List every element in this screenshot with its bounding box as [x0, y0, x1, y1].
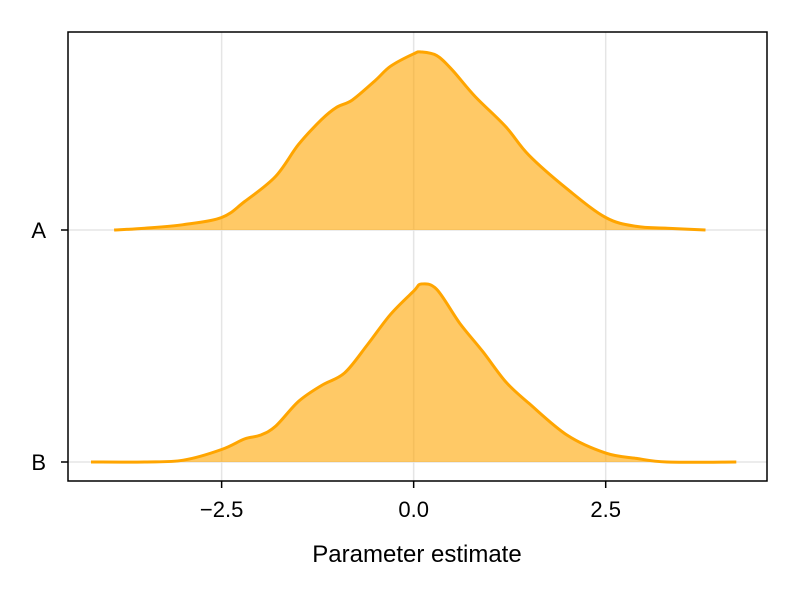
y-tick-label-a: A	[31, 218, 46, 243]
x-tick-label: 0.0	[398, 497, 429, 522]
y-tick-label-b: B	[31, 450, 46, 475]
ridge-layer	[90, 50, 737, 464]
tick-layer: −2.5 0.0 2.5 A B	[31, 218, 621, 522]
x-tick-label: 2.5	[590, 497, 621, 522]
plot-frame	[67, 31, 768, 482]
x-axis-label: Parameter estimate	[312, 541, 521, 568]
density-line-b	[90, 282, 737, 464]
density-area-b	[91, 283, 737, 463]
density-area-a	[114, 51, 706, 230]
x-tick-label: −2.5	[200, 497, 243, 522]
density-line-a	[114, 50, 706, 232]
